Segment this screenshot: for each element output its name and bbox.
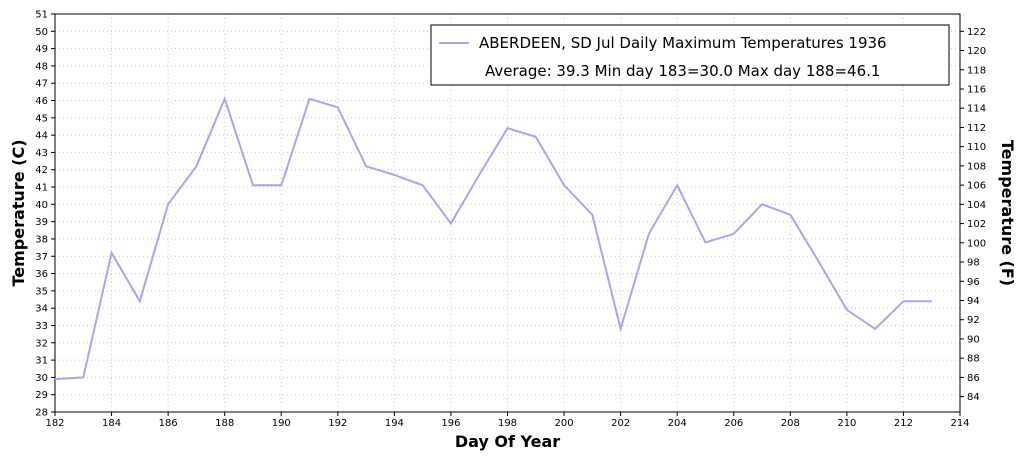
x-tick-label: 202	[611, 418, 630, 429]
x-tick-label: 182	[45, 418, 64, 429]
y-tick-label-left: 32	[35, 338, 48, 349]
y-tick-label-left: 41	[35, 183, 48, 194]
y-tick-label-left: 39	[35, 217, 48, 228]
y-tick-label-left: 35	[35, 286, 48, 297]
y-tick-label-right: 92	[967, 315, 980, 326]
y-tick-label-right: 106	[967, 181, 986, 192]
y-tick-label-right: 120	[967, 46, 986, 57]
y-tick-label-left: 30	[35, 373, 48, 384]
y-tick-label-left: 51	[35, 10, 48, 21]
y-tick-label-left: 33	[35, 321, 48, 332]
y-tick-label-right: 110	[967, 142, 986, 153]
x-tick-label: 206	[724, 418, 743, 429]
y-tick-label-left: 36	[35, 269, 48, 280]
y-tick-label-left: 49	[35, 44, 48, 55]
y-tick-label-left: 37	[35, 252, 48, 263]
y-tick-label-right: 98	[967, 258, 980, 269]
y-tick-label-left: 40	[35, 200, 48, 211]
y-tick-label-left: 47	[35, 79, 48, 90]
legend-title: ABERDEEN, SD Jul Daily Maximum Temperatu…	[479, 34, 887, 52]
x-axis: 182 184 186 188 190 192 194 196 198 200 202 204 206 2…	[45, 412, 970, 429]
y-axis-left: 28 29 30 31 32 33 34 35 36 37 38 39 40 41 42 43 44 45 46 47…	[35, 10, 55, 419]
y-tick-label-right: 112	[967, 123, 986, 134]
y-tick-label-right: 86	[967, 373, 980, 384]
y-tick-label-left: 48	[35, 61, 48, 72]
x-tick-label: 196	[441, 418, 460, 429]
y-tick-label-right: 94	[967, 296, 980, 307]
x-tick-label: 194	[385, 418, 404, 429]
y-tick-label-left: 45	[35, 113, 48, 124]
y-tick-label-left: 34	[35, 304, 48, 315]
legend: ABERDEEN, SD Jul Daily Maximum Temperatu…	[430, 24, 950, 86]
x-tick-label: 214	[950, 418, 969, 429]
legend-stats: Average: 39.3 Min day 183=30.0 Max day 1…	[485, 62, 880, 80]
x-axis-title: Day Of Year	[455, 432, 560, 451]
x-tick-label: 186	[159, 418, 178, 429]
y-tick-label-right: 122	[967, 27, 986, 38]
x-tick-label: 198	[498, 418, 517, 429]
y-tick-label-left: 44	[35, 131, 48, 142]
series-line	[54, 95, 932, 381]
y-tick-label-right: 88	[967, 354, 980, 365]
y-tick-label-left: 29	[35, 390, 48, 401]
x-tick-label: 212	[894, 418, 913, 429]
x-tick-label: 192	[328, 418, 347, 429]
y-tick-label-right: 96	[967, 277, 980, 288]
y-tick-label-left: 46	[35, 96, 48, 107]
x-tick-label: 188	[215, 418, 234, 429]
y-tick-label-left: 42	[35, 165, 48, 176]
y-tick-label-right: 102	[967, 219, 986, 230]
y-tick-label-right: 114	[967, 104, 986, 115]
y-tick-label-right: 108	[967, 161, 986, 172]
y-tick-label-right: 118	[967, 65, 986, 76]
y-tick-label-left: 28	[35, 408, 48, 419]
y-tick-label-right: 104	[967, 200, 986, 211]
y-tick-label-left: 31	[35, 356, 48, 367]
y-tick-label-right: 116	[967, 84, 986, 95]
y-tick-label-left: 38	[35, 234, 48, 245]
y-tick-label-right: 84	[967, 392, 980, 403]
legend-box	[430, 24, 950, 86]
x-tick-label: 210	[837, 418, 856, 429]
y-axis-title-right: Temperature (F)	[998, 140, 1017, 286]
y-tick-label-left: 50	[35, 27, 48, 38]
y-axis-right: 84 86 88 90 92 94 96 98 100 102 104 106 108 110 112 114…	[960, 27, 986, 403]
y-axis-title-left: Temperature (C)	[9, 139, 28, 286]
x-tick-label: 190	[272, 418, 291, 429]
x-tick-label: 200	[555, 418, 574, 429]
y-tick-label-left: 43	[35, 148, 48, 159]
y-tick-label-right: 100	[967, 238, 986, 249]
x-tick-label: 184	[102, 418, 121, 429]
x-tick-label: 208	[781, 418, 800, 429]
x-tick-label: 204	[668, 418, 687, 429]
y-tick-label-right: 90	[967, 334, 980, 345]
